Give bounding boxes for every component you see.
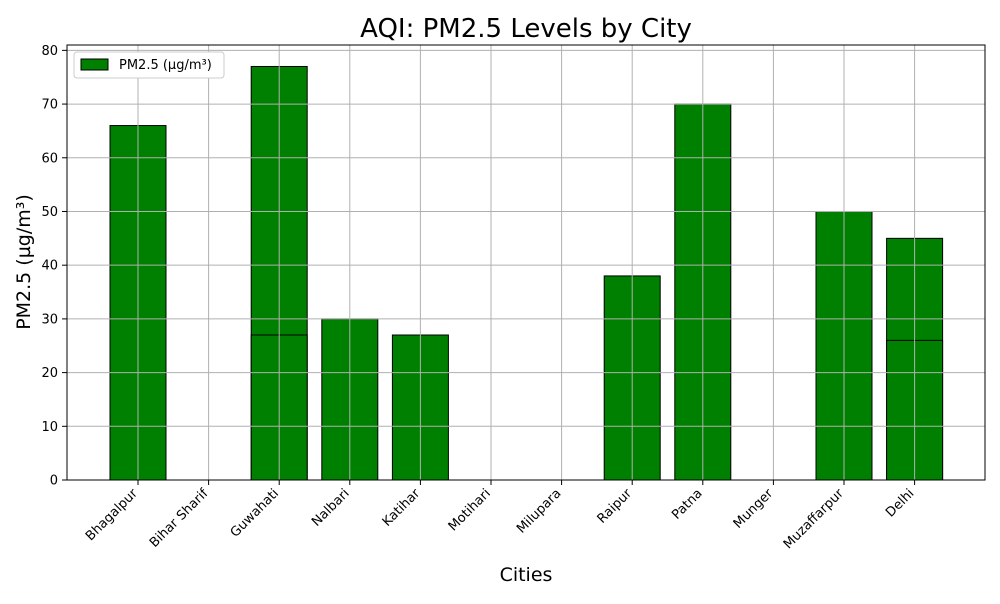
y-tick-label: 0 [50,474,58,489]
y-tick-label: 60 [41,151,58,166]
y-tick-label: 70 [41,98,58,113]
y-tick-label: 50 [41,205,58,220]
y-tick-label: 40 [41,259,58,274]
chart-title: AQI: PM2.5 Levels by City [360,14,692,44]
x-tick-label: Milupara [514,486,564,536]
x-tick-label: Muzaffarpur [781,486,847,552]
x-tick-label: Bihar Sharif [147,486,212,551]
x-tick-label: Katihar [380,486,424,530]
x-tick-label: Patna [669,486,705,522]
x-tick-label: Guwahati [228,486,282,540]
y-tick-label: 80 [41,44,58,59]
x-tick-label: Munger [731,486,777,532]
y-tick-label: 10 [41,420,58,435]
y-tick-label: 30 [41,312,58,327]
x-tick-label: Motihari [446,486,494,534]
legend-swatch [80,58,109,71]
y-axis-label: PM2.5 (µg/m³) [13,194,35,330]
bars [109,65,944,481]
y-tick-label: 20 [41,366,58,381]
x-tick-label: Bhagalpur [83,486,141,544]
x-tick-label: Nalbari [309,486,352,529]
x-ticks: Bhagalpur Bihar Sharif Guwahati Nalbari Kati… [83,480,917,552]
x-axis-label: Cities [500,564,553,586]
legend: PM2.5 (µg/m³) [73,51,225,79]
legend-box [73,51,225,79]
y-ticks: 0 10 20 30 40 50 60 70 80 [41,44,67,489]
x-tick-label: Delhi [883,486,917,520]
grid-lines [67,45,985,481]
plot-frame [66,44,986,481]
legend-label: PM2.5 (µg/m³) [119,58,212,73]
x-tick-label: Raipur [595,486,636,527]
